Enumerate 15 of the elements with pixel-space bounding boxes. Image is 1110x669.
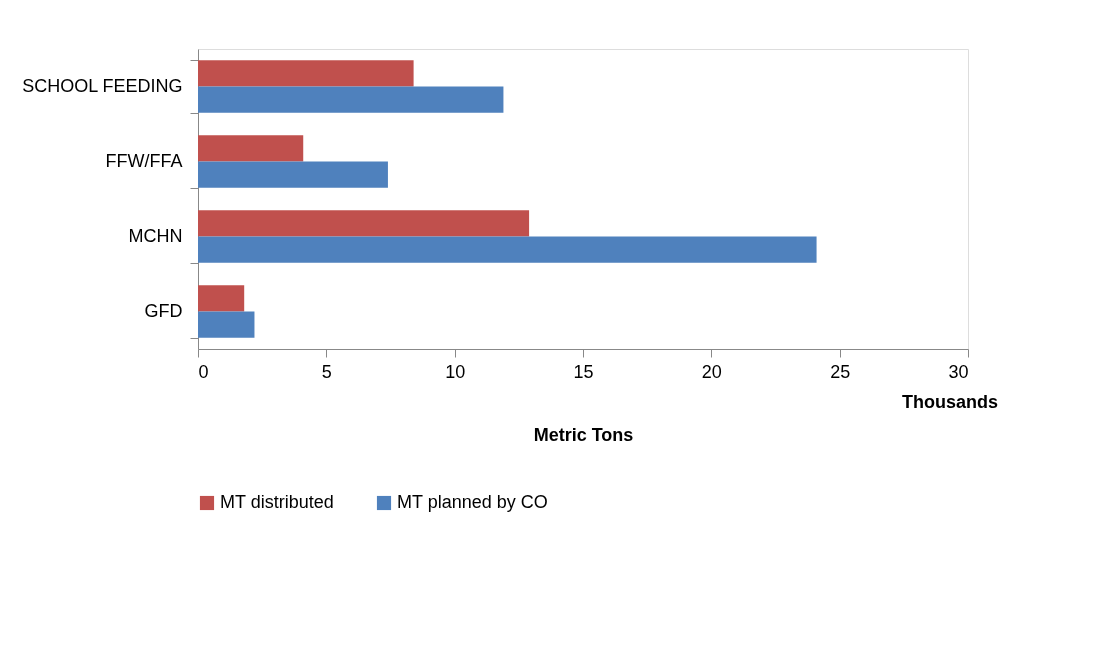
x-tick-label: 5 — [321, 361, 332, 382]
x-axis-title: Metric Tons — [533, 424, 634, 445]
x-tick-label: 20 — [701, 361, 722, 382]
x-tick-label: 15 — [573, 361, 594, 382]
x-tick-label: 30 — [948, 361, 969, 382]
x-tick-label: 0 — [198, 361, 209, 382]
y-tick-label: SCHOOL FEEDING — [22, 76, 183, 96]
text: Thousands — [901, 392, 998, 412]
legend-label: MT planned by CO — [397, 492, 548, 512]
y-tick-label: FFW/FFA — [105, 151, 183, 171]
x-tick-label: 10 — [445, 361, 466, 382]
x-tick-label: 25 — [830, 361, 851, 382]
y-tick-label: GFD — [144, 301, 183, 321]
y-tick-label: MCHN — [128, 226, 183, 246]
legend-label: MT distributed — [220, 492, 334, 512]
